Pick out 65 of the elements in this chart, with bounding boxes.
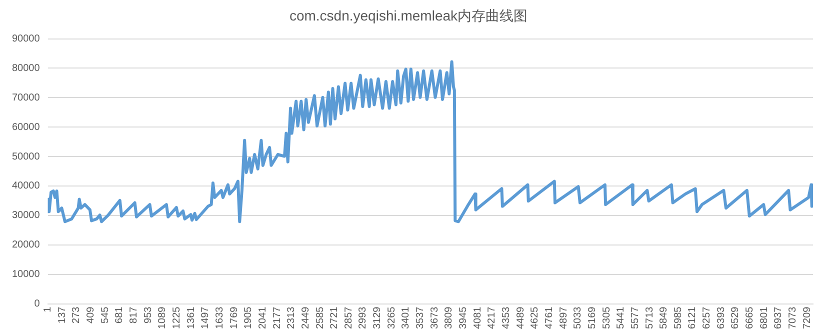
y-tick-label: 90000 [12, 34, 40, 45]
x-tick-label: 4897 [558, 306, 570, 330]
x-tick-label: 5985 [672, 306, 684, 330]
x-tick-label: 5849 [658, 306, 670, 330]
y-tick-label: 60000 [12, 122, 40, 133]
x-tick-label: 2313 [286, 306, 298, 330]
x-tick-label: 7073 [788, 306, 799, 330]
x-tick-label: 2449 [300, 306, 312, 330]
x-tick-label: 273 [71, 306, 82, 324]
x-tick-label: 545 [100, 306, 111, 324]
x-tick-label: 4353 [501, 306, 512, 330]
x-tick-label: 6121 [687, 306, 698, 330]
x-tick-label: 3809 [444, 306, 455, 330]
x-tick-label: 5305 [601, 306, 612, 330]
x-tick-label: 6937 [773, 306, 784, 330]
x-tick-label: 2177 [272, 306, 283, 330]
x-tick-label: 6801 [758, 306, 770, 330]
x-tick-label: 3945 [458, 306, 470, 330]
x-tick-label: 1 [42, 306, 54, 312]
x-tick-label: 5713 [644, 306, 656, 330]
x-tick-label: 1497 [200, 306, 212, 330]
x-tick-label: 953 [142, 306, 154, 324]
y-tick-label: 50000 [12, 151, 40, 162]
x-tick-label: 2721 [329, 306, 340, 330]
x-tick-label: 3265 [386, 306, 398, 330]
x-tick-label: 1633 [214, 306, 226, 330]
chart-title: com.csdn.yeqishi.memleak内存曲线图 [289, 7, 528, 24]
x-tick-label: 7209 [802, 306, 813, 330]
x-tick-label: 1225 [171, 306, 182, 330]
x-tick-label: 5577 [630, 306, 641, 330]
y-tick-label: 10000 [12, 269, 40, 280]
x-tick-label: 817 [128, 306, 140, 324]
x-tick-label: 4625 [530, 306, 541, 330]
y-tick-label: 20000 [12, 240, 40, 251]
y-tick-label: 40000 [12, 180, 40, 192]
x-tick-label: 2993 [358, 306, 369, 330]
x-tick-label: 1905 [243, 306, 254, 330]
x-tick-label: 1361 [186, 306, 197, 330]
x-tick-label: 6393 [716, 306, 727, 330]
x-tick-label: 4217 [486, 306, 498, 330]
x-tick-label: 6257 [702, 306, 713, 330]
x-tick-label: 409 [86, 306, 97, 324]
x-tick-label: 1089 [157, 306, 168, 330]
x-tick-label: 2857 [343, 306, 354, 330]
x-tick-label: 137 [56, 306, 68, 324]
x-tick-label: 4489 [515, 306, 526, 330]
x-tick-label: 1769 [228, 306, 240, 330]
y-tick-label: 70000 [12, 92, 40, 104]
x-tick-label: 6665 [744, 306, 756, 330]
x-tick-label: 3537 [415, 306, 426, 330]
x-tick-label: 4761 [544, 306, 555, 330]
x-tick-label: 3673 [429, 306, 440, 330]
x-tick-label: 2041 [257, 306, 268, 330]
y-tick-label: 0 [34, 298, 40, 310]
x-tick-label: 5441 [616, 306, 627, 330]
y-tick-label: 30000 [12, 210, 40, 222]
x-tick-label: 681 [114, 306, 126, 324]
x-tick-label: 3129 [372, 306, 384, 330]
x-tick-label: 6529 [730, 306, 742, 330]
x-tick-label: 2585 [314, 306, 326, 330]
x-tick-label: 3401 [400, 306, 412, 330]
x-tick-label: 5033 [572, 306, 584, 330]
y-tick-label: 80000 [12, 62, 40, 74]
x-tick-label: 5169 [586, 306, 598, 330]
x-tick-label: 4081 [472, 306, 484, 330]
